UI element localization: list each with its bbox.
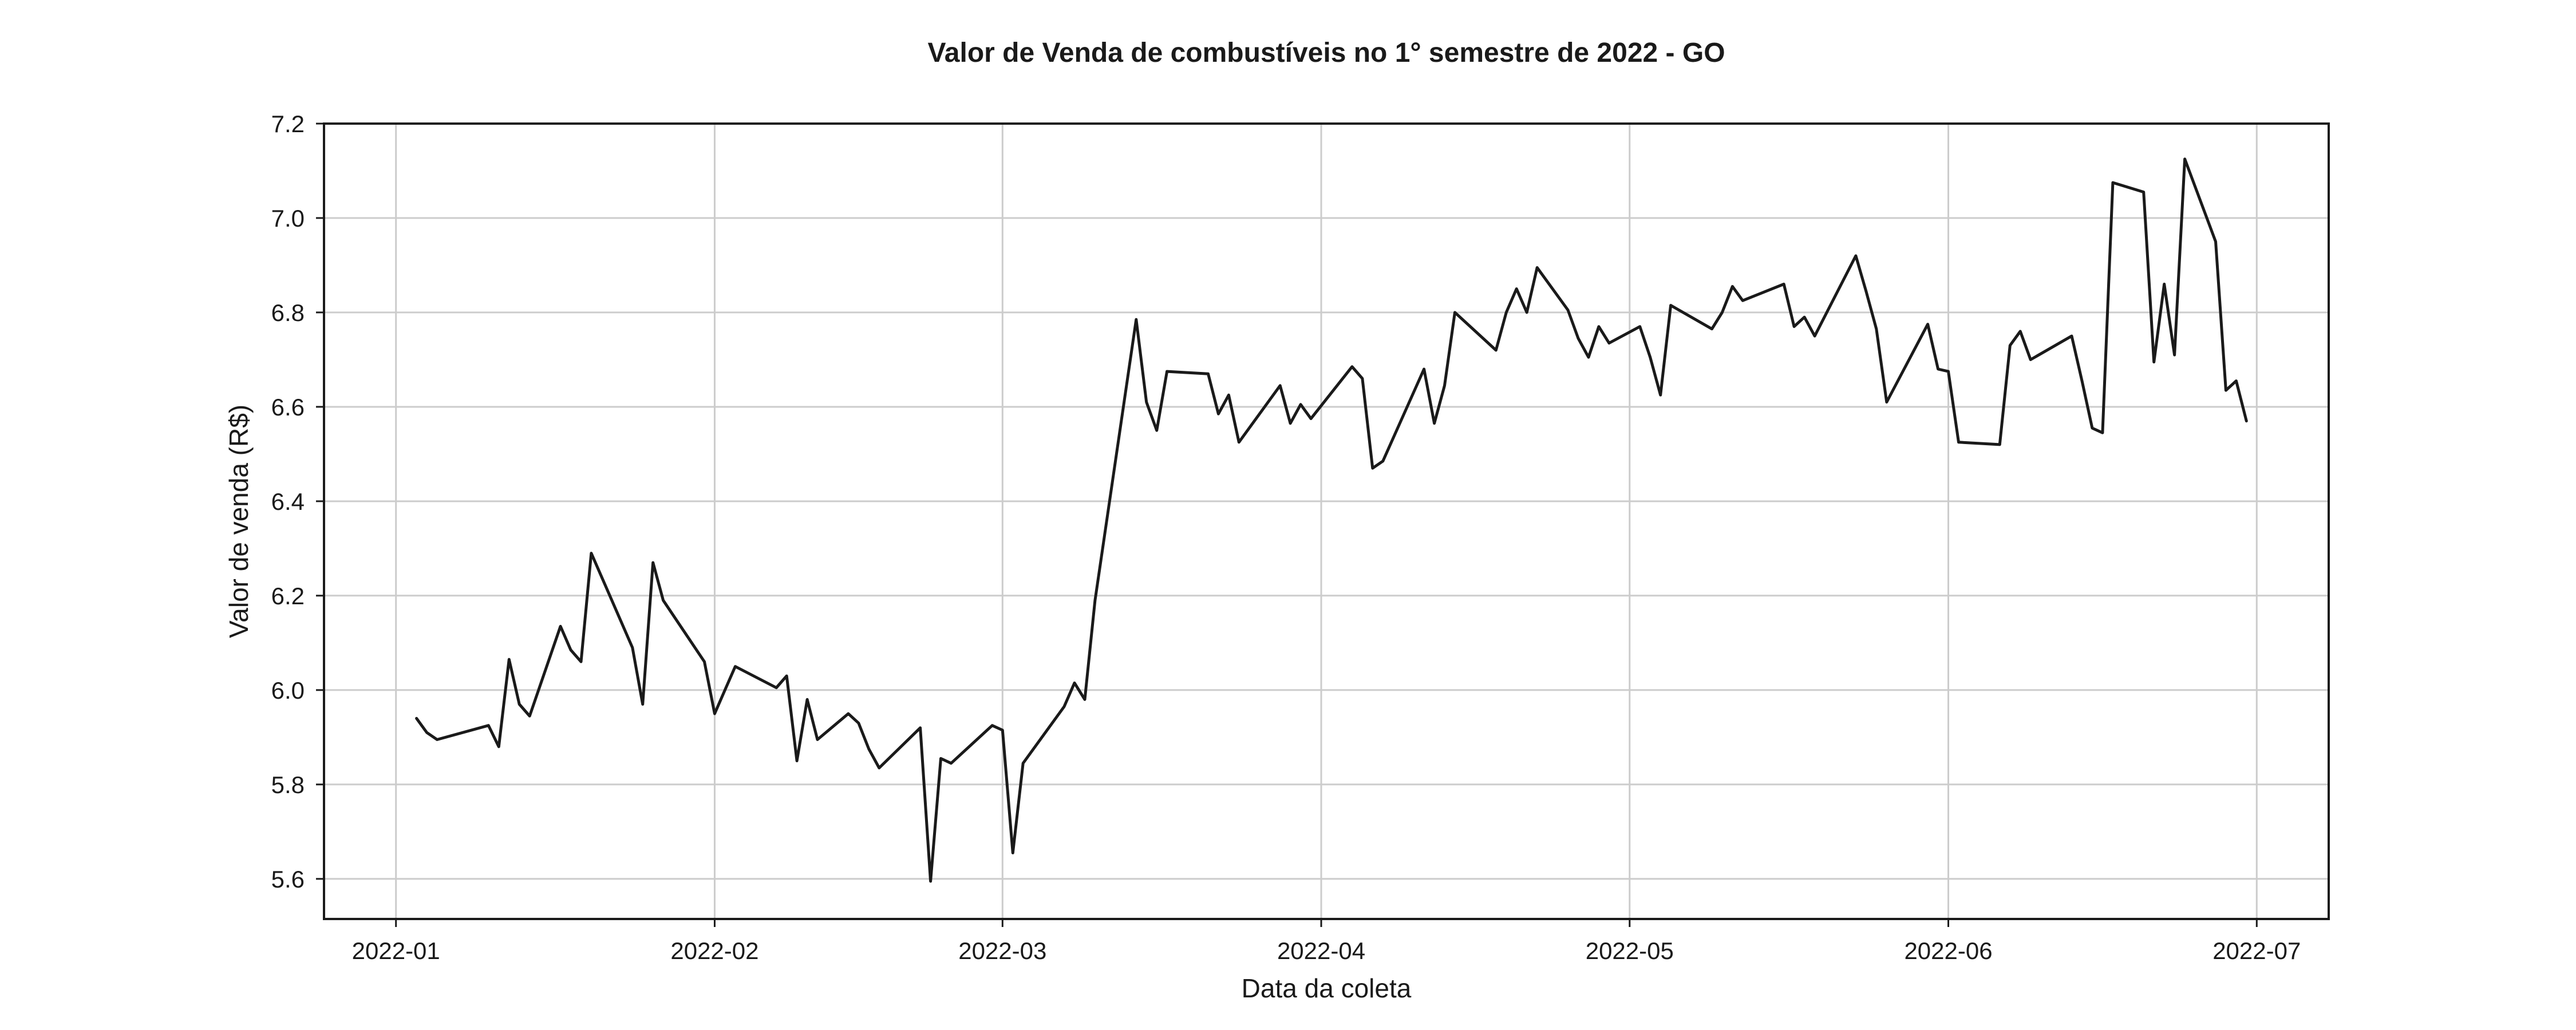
y-tick-label: 6.8 — [271, 299, 305, 326]
y-tick-label: 6.0 — [271, 677, 305, 704]
x-tick-label: 2022-03 — [958, 937, 1046, 964]
ticks-layer: 2022-01 2022-02 2022-03 2022-04 2022-05 2022-… — [271, 110, 2301, 964]
grid-layer — [324, 122, 2329, 919]
x-tick-label: 2022-07 — [2212, 937, 2301, 964]
x-tick-label: 2022-01 — [352, 937, 440, 964]
y-tick-label: 5.8 — [271, 771, 305, 798]
y-tick-label: 6.6 — [271, 394, 305, 421]
y-tick-label: 5.6 — [271, 866, 305, 893]
y-tick-label: 7.2 — [271, 110, 305, 137]
x-tick-label: 2022-06 — [1904, 937, 1992, 964]
y-axis-label: Valor de venda (R$) — [224, 405, 254, 638]
chart-title: Valor de Venda de combustíveis no 1° sem… — [927, 38, 1725, 68]
x-tick-label: 2022-05 — [1586, 937, 1674, 964]
y-tick-label: 6.2 — [271, 583, 305, 609]
price-series-line — [415, 157, 2248, 883]
x-tick-label: 2022-02 — [670, 937, 758, 964]
series-layer — [415, 157, 2248, 883]
y-tick-label: 7.0 — [271, 205, 305, 232]
plot-frame — [323, 122, 2330, 920]
x-axis-label: Data da coleta — [1242, 973, 1412, 1003]
x-tick-label: 2022-04 — [1277, 937, 1365, 964]
y-tick-label: 6.4 — [271, 488, 305, 515]
